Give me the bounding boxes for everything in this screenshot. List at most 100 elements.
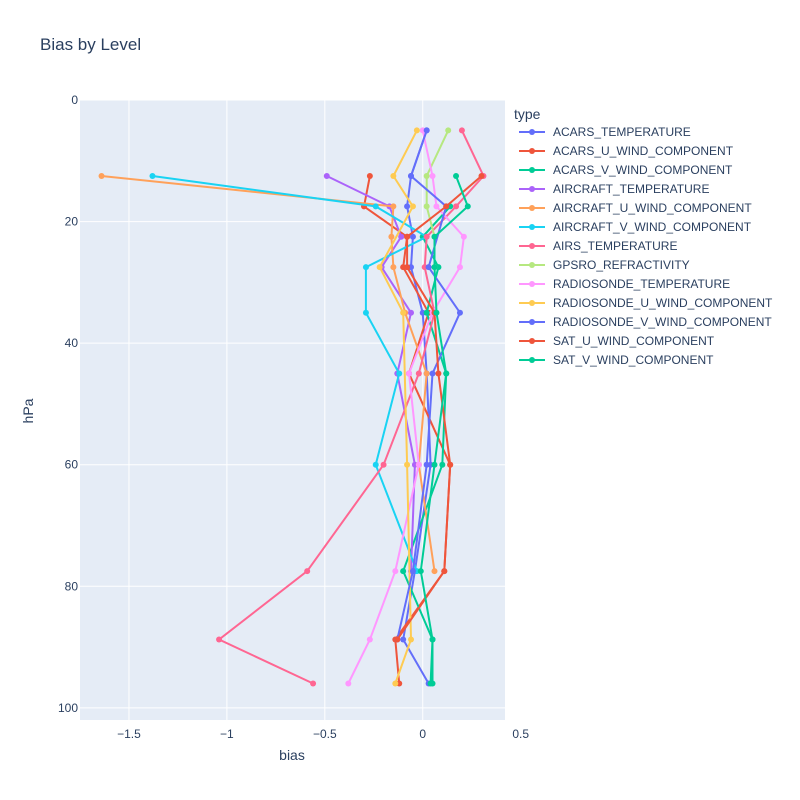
plot-background (80, 100, 505, 720)
legend-swatch-marker (529, 357, 535, 363)
legend-swatch-marker (529, 319, 535, 325)
legend-item-acars-u-wind-component[interactable]: ACARS_U_WIND_COMPONENT (519, 144, 734, 158)
data-point (372, 203, 379, 210)
data-point (310, 680, 317, 687)
data-point (413, 127, 420, 134)
data-point (409, 568, 416, 575)
legend-item-radiosonde-v-wind-component[interactable]: RADIOSONDE_V_WIND_COMPONENT (519, 315, 772, 329)
series-line-aircraft-temperature (326, 175, 416, 572)
data-point (362, 309, 369, 316)
legend-label: RADIOSONDE_TEMPERATURE (553, 277, 730, 291)
data-point (453, 172, 460, 179)
data-point (216, 636, 223, 643)
legend-item-radiosonde-temperature[interactable]: RADIOSONDE_TEMPERATURE (519, 277, 730, 291)
legend-swatch-marker (529, 338, 535, 344)
y-tick-label: 100 (58, 701, 78, 715)
data-point (423, 370, 430, 377)
data-point (415, 370, 422, 377)
legend-item-aircraft-temperature[interactable]: AIRCRAFT_TEMPERATURE (519, 182, 709, 196)
legend-item-sat-v-wind-component[interactable]: SAT_V_WIND_COMPONENT (519, 353, 714, 367)
data-point (456, 309, 463, 316)
legend-item-acars-v-wind-component[interactable]: ACARS_V_WIND_COMPONENT (519, 163, 733, 177)
legend-swatch-marker (529, 205, 535, 211)
data-point (456, 264, 463, 271)
data-point (429, 172, 436, 179)
legend-label: ACARS_TEMPERATURE (553, 125, 691, 139)
data-point (425, 264, 432, 271)
x-tick-label: 0.5 (512, 727, 529, 741)
data-point (376, 264, 383, 271)
data-point (429, 636, 436, 643)
legend-label: SAT_V_WIND_COMPONENT (553, 353, 714, 367)
legend-swatch-marker (529, 129, 535, 135)
series-line-aircraft-u-wind-component (101, 175, 436, 572)
y-tick-label: 80 (65, 579, 79, 593)
data-point (400, 309, 407, 316)
data-point (407, 309, 414, 316)
legend-item-airs-temperature[interactable]: AIRS_TEMPERATURE (519, 239, 677, 253)
x-axis-title: bias (279, 747, 305, 763)
data-point (388, 233, 395, 240)
series-line-sat-v-wind-component (419, 175, 469, 684)
data-point (423, 309, 430, 316)
y-axis-title: hPa (20, 398, 36, 423)
series-radiosonde-u-wind-component (376, 127, 420, 687)
data-point (433, 309, 440, 316)
data-point (390, 172, 397, 179)
plot-area (80, 100, 505, 720)
data-point (458, 127, 465, 134)
data-point (423, 461, 430, 468)
axis-ticks: −1.5 −1 −0.5 0 0.5 0 20 40 60 80 100 (58, 93, 529, 741)
legend-label: GPSRO_REFRACTIVITY (553, 258, 690, 272)
x-tick-label: −1 (220, 727, 234, 741)
data-point (404, 461, 411, 468)
x-tick-label: 0 (419, 727, 426, 741)
data-point (415, 461, 422, 468)
legend-item-radiosonde-u-wind-component[interactable]: RADIOSONDE_U_WIND_COMPONENT (519, 296, 773, 310)
data-point (429, 370, 436, 377)
data-point (460, 233, 467, 240)
legend-item-gpsro-refractivity[interactable]: GPSRO_REFRACTIVITY (519, 258, 690, 272)
data-point (431, 233, 438, 240)
legend-swatch-marker (529, 262, 535, 268)
data-point (447, 461, 454, 468)
data-point (431, 568, 438, 575)
series-layer (98, 127, 487, 687)
legend-label: AIRCRAFT_TEMPERATURE (553, 182, 709, 196)
data-point (439, 461, 446, 468)
legend-swatch-marker (529, 243, 535, 249)
legend-item-aircraft-u-wind-component[interactable]: AIRCRAFT_U_WIND_COMPONENT (519, 201, 752, 215)
legend-label: ACARS_V_WIND_COMPONENT (553, 163, 733, 177)
data-point (380, 461, 387, 468)
legend-label: AIRCRAFT_V_WIND_COMPONENT (553, 220, 752, 234)
legend-item-sat-u-wind-component[interactable]: SAT_U_WIND_COMPONENT (519, 334, 715, 348)
data-point (362, 264, 369, 271)
data-point (435, 370, 442, 377)
series-line-radiosonde-u-wind-component (378, 129, 418, 684)
legend-swatch-marker (529, 186, 535, 192)
data-point (453, 203, 460, 210)
data-point (443, 203, 450, 210)
chart-title: Bias by Level (40, 35, 141, 54)
legend-swatch-marker (529, 281, 535, 287)
data-point (404, 203, 411, 210)
data-point (423, 127, 430, 134)
data-point (404, 264, 411, 271)
legend-label: RADIOSONDE_U_WIND_COMPONENT (553, 296, 773, 310)
data-point (423, 233, 430, 240)
data-point (429, 680, 436, 687)
legend-item-aircraft-v-wind-component[interactable]: AIRCRAFT_V_WIND_COMPONENT (519, 220, 752, 234)
data-point (98, 172, 105, 179)
data-point (400, 568, 407, 575)
data-point (390, 264, 397, 271)
series-aircraft-u-wind-component (98, 172, 438, 575)
legend-label: AIRS_TEMPERATURE (553, 239, 677, 253)
y-tick-label: 0 (71, 93, 78, 107)
legend-item-acars-temperature[interactable]: ACARS_TEMPERATURE (519, 125, 691, 139)
data-point (149, 172, 156, 179)
legend-swatch-marker (529, 224, 535, 230)
data-point (431, 264, 438, 271)
data-point (396, 370, 403, 377)
legend-swatch-marker (529, 167, 535, 173)
